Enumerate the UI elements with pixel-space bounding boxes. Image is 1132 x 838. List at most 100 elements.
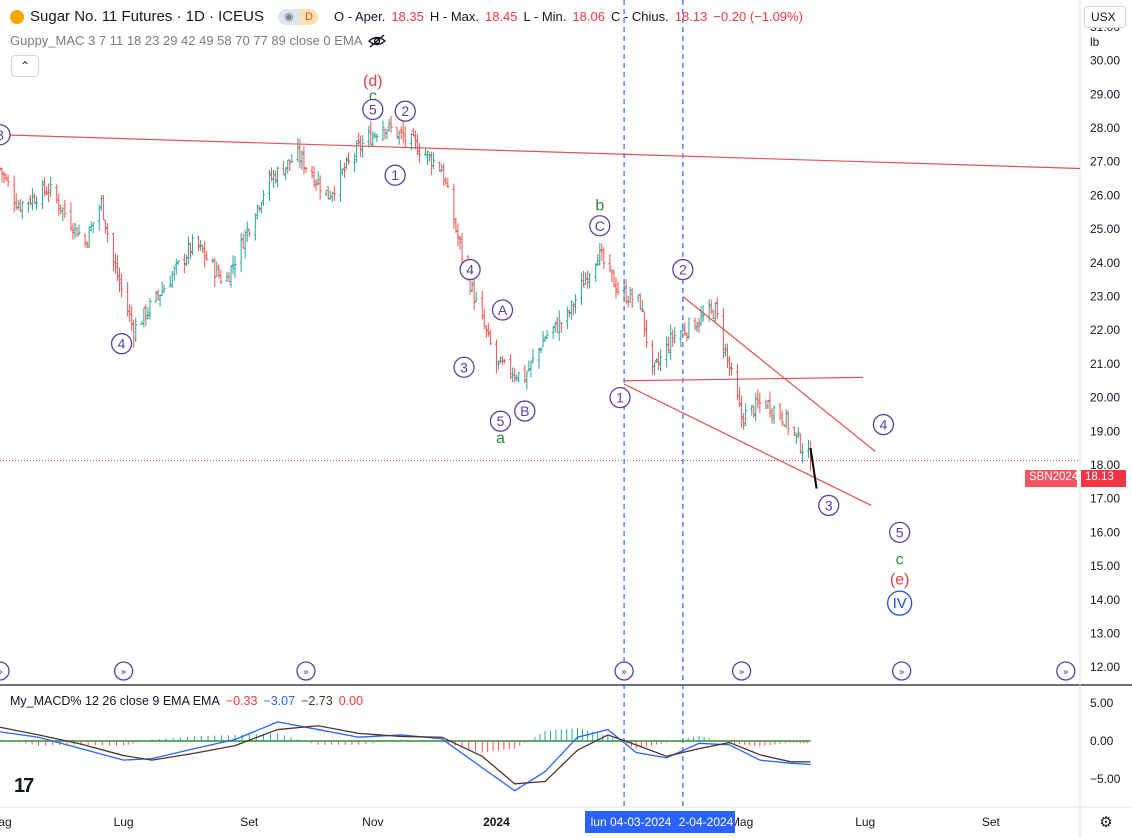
event-marker-glyph: » (0, 667, 3, 678)
eye-toggle-icon[interactable]: ◉ (277, 8, 300, 25)
time-tick-label: Lug (114, 815, 134, 829)
wave-label-text: 5 (896, 524, 904, 540)
event-marker-glyph: » (621, 667, 627, 678)
wave-label-circle (589, 215, 611, 237)
wave-label-text: 3 (825, 497, 833, 513)
wave-label-circle (384, 164, 406, 186)
wave-label-circle (453, 356, 475, 378)
wave-label-circle (872, 413, 895, 436)
ohlc-high-value: 18.45 (484, 9, 518, 24)
event-marker-icon (0, 661, 10, 681)
indicator-legend[interactable]: Guppy_MAC 3 7 11 18 23 29 42 49 58 70 77… (10, 33, 387, 48)
wave-label-text: 3 (460, 359, 468, 375)
macd-tick-label: 5.00 (1090, 696, 1114, 710)
crosshair-date-tag-2: 2-04-2024 (677, 811, 735, 833)
time-tick-label: Nov (362, 815, 383, 829)
tradingview-logo[interactable]: 17 (14, 775, 34, 797)
macd-value-3: −2.73 (301, 694, 333, 708)
wave-label-text: 5 (497, 413, 505, 429)
currency-label: USX (1091, 10, 1116, 24)
wave-label-text: (e) (890, 572, 910, 589)
collapse-legend-button[interactable]: ⌃ (11, 55, 39, 77)
wave-label-circle (459, 258, 481, 281)
price-tick-label: 29.00 (1090, 87, 1120, 101)
macd-legend[interactable]: My_MACD% 12 26 close 9 EMA EMA −0.33 −3.… (10, 694, 363, 708)
wave-label-text: b (595, 198, 604, 215)
ohlc-change: −0.20 (−1.09%) (713, 9, 803, 24)
price-tick-label: 28.00 (1090, 121, 1120, 135)
price-tick-label: 20.00 (1090, 391, 1120, 405)
trendline (624, 376, 864, 382)
trendline (809, 447, 818, 489)
wave-label-circle (672, 258, 694, 281)
wave-label-text: 5 (369, 102, 377, 118)
wave-label-text: 2 (401, 103, 409, 119)
indicator-name[interactable]: Guppy_MAC 3 7 11 18 23 29 42 49 58 70 77… (10, 33, 363, 48)
event-marker-icon (731, 661, 752, 681)
wave-label-text: c (369, 88, 377, 105)
symbol-icon (10, 9, 24, 24)
ohlc-low-value: 18.06 (572, 9, 605, 24)
eye-hidden-icon[interactable] (368, 33, 387, 48)
event-marker-icon (296, 661, 316, 681)
wave-label-circle (491, 299, 514, 321)
time-tick-label: Lug (855, 815, 875, 829)
macd-tick-label: 0.00 (1090, 734, 1114, 748)
wave-label-circle (394, 100, 416, 122)
wave-label-text: A (498, 302, 508, 318)
event-marker-glyph: » (303, 667, 309, 678)
wave-label-text: 1 (616, 390, 624, 406)
currency-selector[interactable]: USX (1084, 6, 1126, 28)
macd-signal-line (0, 725, 811, 785)
price-tick-label: 17.00 (1090, 492, 1120, 506)
ohlc-open-label: O - Aper. (333, 9, 386, 24)
wave-label-text: IV (893, 595, 907, 612)
wave-label-circle (609, 386, 631, 409)
trendline (623, 383, 872, 506)
wave-label-circle (514, 400, 536, 422)
price-tick-label: 18.00 (1090, 458, 1120, 472)
wave-label-circle (818, 494, 840, 517)
macd-tick-label: −5.00 (1090, 772, 1121, 786)
time-tick-label: Set (240, 815, 259, 829)
macd-name[interactable]: My_MACD% 12 26 close 9 EMA EMA (10, 694, 220, 708)
price-tick-label: 21.00 (1090, 357, 1120, 371)
wave-label-circle (362, 98, 384, 121)
time-tick-label: Set (982, 815, 1001, 829)
wave-label-circle (0, 124, 11, 146)
wave-label-text: 2 (679, 262, 687, 278)
price-tick-label: 25.00 (1090, 222, 1120, 236)
time-tick-label: Mag (0, 815, 12, 829)
price-tick-label: 27.00 (1090, 155, 1120, 169)
data-badge[interactable]: D (299, 8, 318, 25)
price-tick-label: 14.00 (1090, 593, 1120, 607)
event-marker-glyph: » (121, 667, 127, 678)
event-marker-icon (113, 661, 134, 681)
wave-label-text: 4 (466, 262, 474, 278)
wave-label-circle (489, 410, 512, 432)
symbol-title[interactable]: Sugar No. 11 Futures · 1D · ICEUS (30, 8, 264, 25)
price-tick-label: 19.00 (1090, 424, 1120, 438)
event-marker-glyph: » (899, 667, 905, 678)
event-marker-glyph: » (739, 667, 745, 678)
chevron-up-icon: ⌃ (19, 59, 31, 73)
wave-label-text: B (520, 403, 529, 419)
ohlc-close-value: 18.13 (674, 9, 708, 24)
candles-group (0, 115, 813, 471)
price-tick-label: 13.00 (1090, 626, 1120, 640)
ohlc-low-label: L - Min. (523, 9, 567, 24)
wave-label-circle (110, 333, 133, 355)
unit-selector[interactable]: lb (1084, 31, 1126, 53)
gear-icon[interactable]: ⚙ (1099, 814, 1113, 831)
unit-label: lb (1090, 35, 1100, 49)
trendline (0, 134, 1081, 170)
crosshair-date-tag-1: lun 04-03-2024 (585, 811, 677, 833)
wave-label-text: 4 (880, 417, 888, 433)
price-tick-label: 12.00 (1090, 660, 1120, 674)
price-tick-label: 24.00 (1090, 256, 1120, 270)
event-marker-icon (614, 661, 634, 681)
ohlc-close-label: C - Chius. (610, 9, 669, 24)
price-tick-label: 30.00 (1090, 54, 1120, 68)
